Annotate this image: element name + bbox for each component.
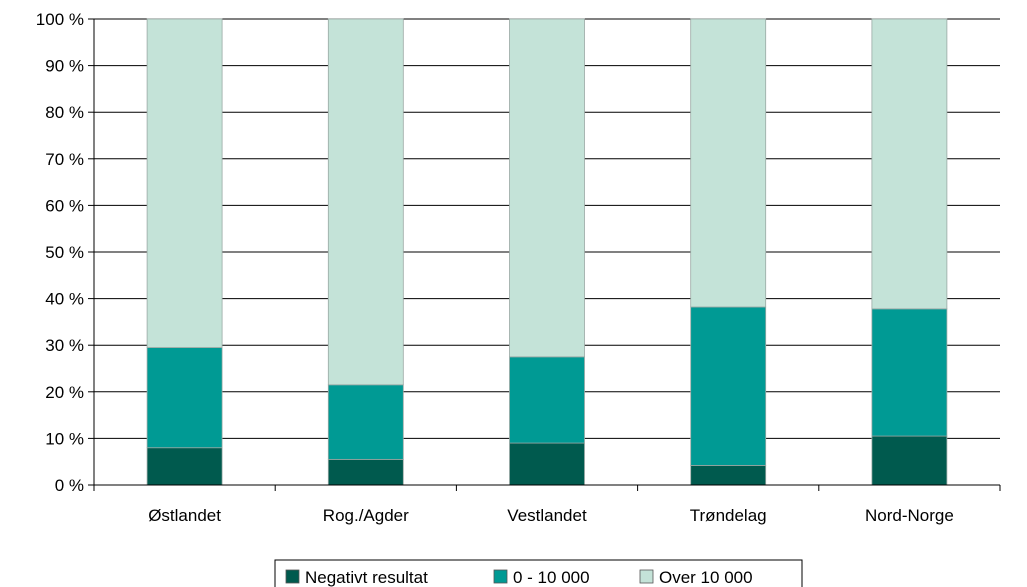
bar-segment (690, 306, 767, 466)
legend-label: Over 10 000 (659, 568, 753, 587)
y-tick-label: 50 % (45, 243, 84, 262)
axes (88, 18, 1001, 491)
bar-segment (146, 347, 223, 449)
bar-segment (509, 18, 585, 358)
bar-segment (509, 442, 585, 486)
y-tick-label: 90 % (45, 57, 84, 76)
y-tick-label: 20 % (45, 383, 84, 402)
y-tick-labels: 0 % 10 % 20 % 30 % 40 % 50 % 60 % 70 % 80 % 90 % 1… (36, 10, 84, 495)
y-tick-label: 30 % (45, 336, 84, 355)
bar-segment (871, 18, 948, 310)
legend-swatch (285, 569, 300, 584)
legend-swatch (493, 569, 508, 584)
bar-segment (146, 447, 223, 486)
x-tick-label: Nord-Norge (865, 506, 954, 525)
x-tick-label: Rog./Agder (323, 506, 409, 525)
legend: Negativt resultat 0 - 10 000 Over 10 000 (274, 559, 803, 587)
legend-label: Negativt resultat (305, 568, 428, 587)
y-tick-label: 40 % (45, 290, 84, 309)
x-tick-label: Vestlandet (507, 506, 587, 525)
y-tick-label: 70 % (45, 150, 84, 169)
x-tick-labels: Østlandet Rog./Agder Vestlandet Trøndelag No… (148, 506, 954, 525)
y-tick-label: 0 % (55, 476, 84, 495)
bar-segment (146, 18, 223, 348)
bar-segment (871, 308, 948, 437)
legend-swatch (639, 569, 654, 584)
bar-segment (327, 18, 404, 386)
bar-segment (509, 356, 585, 444)
y-tick-label: 100 % (36, 10, 84, 29)
x-tick-label: Østlandet (148, 506, 221, 525)
bar-segment (871, 435, 948, 486)
bar-segment (327, 458, 404, 486)
bar-segment (327, 384, 404, 460)
y-tick-label: 60 % (45, 196, 84, 215)
y-tick-label: 80 % (45, 103, 84, 122)
legend-box (274, 559, 803, 587)
bars (146, 18, 948, 486)
y-tick-label: 10 % (45, 429, 84, 448)
bar-segment (690, 18, 767, 308)
x-tick-label: Trøndelag (690, 506, 767, 525)
bar-segment (690, 465, 767, 486)
legend-label: 0 - 10 000 (513, 568, 590, 587)
